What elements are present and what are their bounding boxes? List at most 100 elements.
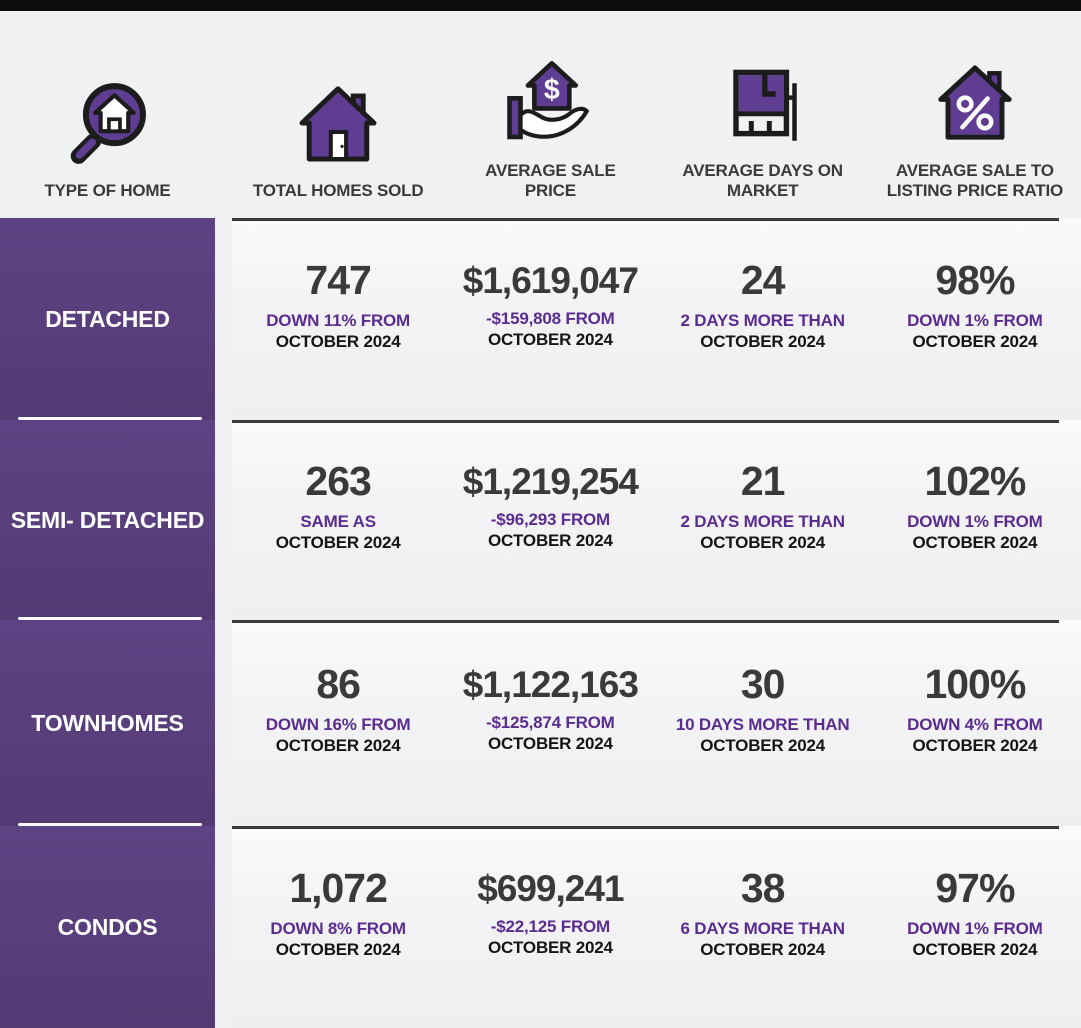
stat-value: 21 [740, 457, 786, 504]
row-header-condos: CONDOS [0, 826, 215, 1028]
stat-period: OCTOBER 2024 [275, 736, 401, 755]
row-label: DETACHED [45, 305, 170, 332]
stat-change: -$96,293 FROM [490, 509, 611, 529]
column-label: TYPE OF HOME [44, 181, 171, 201]
house-percent-icon [930, 56, 1020, 148]
stat-period: OCTOBER 2024 [912, 332, 1038, 351]
column-gap [215, 11, 232, 218]
column-gap [215, 218, 232, 420]
stat-change: 6 DAYS MORE THAN [680, 918, 845, 938]
row-label: CONDOS [57, 913, 158, 940]
stat-period: OCTOBER 2024 [275, 533, 401, 552]
stat-value: $1,219,254 [462, 460, 639, 502]
stat-period: OCTOBER 2024 [487, 531, 613, 550]
cell-days-on-market: 30 10 DAYS MORE THAN OCTOBER 2024 [657, 620, 869, 826]
stat-change: DOWN 11% FROM [266, 310, 411, 330]
stat-period: OCTOBER 2024 [912, 736, 1038, 755]
stat-change: SAME AS [300, 511, 376, 531]
stat-change: DOWN 8% FROM [270, 918, 406, 938]
stat-change: 2 DAYS MORE THAN [680, 511, 845, 531]
table-header: TYPE OF HOME TOTAL HOMES SOLD $ [0, 11, 1081, 218]
column-gap [215, 420, 232, 620]
stat-change: -$125,874 FROM [486, 712, 615, 732]
hand-house-dollar-icon: $ [500, 56, 600, 148]
cell-days-on-market: 21 2 DAYS MORE THAN OCTOBER 2024 [657, 420, 869, 620]
stat-value: 38 [740, 864, 786, 911]
stat-period: OCTOBER 2024 [700, 940, 826, 959]
cell-homes-sold: 1,072 DOWN 8% FROM OCTOBER 2024 [232, 826, 444, 1028]
cell-sale-to-listing-ratio: 97% DOWN 1% FROM OCTOBER 2024 [869, 826, 1081, 1028]
column-label: AVERAGE SALE PRICE [485, 160, 616, 201]
cell-sale-to-listing-ratio: 98% DOWN 1% FROM OCTOBER 2024 [869, 218, 1081, 420]
stat-value: 100% [924, 660, 1026, 707]
stat-period: OCTOBER 2024 [487, 734, 613, 753]
cell-days-on-market: 38 6 DAYS MORE THAN OCTOBER 2024 [657, 826, 869, 1028]
stat-value: 24 [740, 256, 786, 303]
column-label: TOTAL HOMES SOLD [252, 181, 424, 201]
stat-change: 10 DAYS MORE THAN [675, 714, 850, 734]
row-header-semi-detached: SEMI- DETACHED [0, 420, 215, 620]
stat-change: -$22,125 FROM [490, 916, 611, 936]
cell-average-sale-price: $1,122,163 -$125,874 FROM OCTOBER 2024 [444, 620, 656, 826]
stat-value: $1,122,163 [462, 663, 639, 705]
cell-sale-to-listing-ratio: 102% DOWN 1% FROM OCTOBER 2024 [869, 420, 1081, 620]
stat-period: OCTOBER 2024 [487, 330, 613, 349]
stat-change: DOWN 1% FROM [907, 310, 1043, 330]
house-icon [293, 76, 383, 168]
stat-value: $699,241 [477, 867, 624, 909]
stat-change: DOWN 4% FROM [907, 714, 1043, 734]
column-gap [215, 620, 232, 826]
stat-period: OCTOBER 2024 [912, 940, 1038, 959]
sidebar-divider [18, 416, 202, 420]
stat-value: 102% [924, 457, 1026, 504]
stat-change: DOWN 1% FROM [907, 918, 1043, 938]
stat-change: DOWN 16% FROM [265, 714, 411, 734]
sidebar-divider [18, 616, 202, 620]
row-header-detached: DETACHED [0, 218, 215, 420]
column-header-type-of-home: TYPE OF HOME [0, 11, 215, 218]
stat-value: 263 [305, 457, 371, 504]
stat-change: -$159,808 FROM [486, 308, 615, 328]
sidebar-divider [18, 822, 202, 826]
row-label: TOWNHOMES [31, 709, 184, 736]
column-header-average-days-on-market: AVERAGE DAYS ON MARKET [657, 11, 869, 218]
stat-period: OCTOBER 2024 [700, 533, 826, 552]
stat-value: 98% [935, 256, 1015, 303]
column-header-total-homes-sold: TOTAL HOMES SOLD [232, 11, 444, 218]
stat-period: OCTOBER 2024 [275, 332, 401, 351]
column-header-average-sale-price: $ AVERAGE SALE PRICE [444, 11, 656, 218]
svg-text:$: $ [544, 74, 560, 106]
column-gap [215, 826, 232, 1028]
stat-change: 2 DAYS MORE THAN [680, 310, 845, 330]
row-header-townhomes: TOWNHOMES [0, 620, 215, 826]
stat-value: 86 [316, 660, 361, 707]
cell-homes-sold: 86 DOWN 16% FROM OCTOBER 2024 [232, 620, 444, 826]
cell-sale-to-listing-ratio: 100% DOWN 4% FROM OCTOBER 2024 [869, 620, 1081, 826]
stat-period: OCTOBER 2024 [700, 736, 826, 755]
stat-value: $1,619,047 [462, 259, 639, 301]
table-row-condos: CONDOS 1,072 DOWN 8% FROM OCTOBER 2024 $… [0, 826, 1081, 1028]
stat-value: 97% [935, 864, 1015, 911]
stat-value: 1,072 [289, 864, 388, 911]
stat-change: DOWN 1% FROM [907, 511, 1043, 531]
stat-value: 747 [305, 256, 371, 303]
column-header-sale-to-listing-ratio: AVERAGE SALE TO LISTING PRICE RATIO [869, 11, 1081, 218]
stat-period: OCTOBER 2024 [912, 533, 1038, 552]
table-row-detached: DETACHED 747 DOWN 11% FROM OCTOBER 2024 … [0, 218, 1081, 420]
cell-average-sale-price: $699,241 -$22,125 FROM OCTOBER 2024 [444, 826, 656, 1028]
cell-days-on-market: 24 2 DAYS MORE THAN OCTOBER 2024 [657, 218, 869, 420]
magnifier-house-icon [62, 76, 154, 168]
cell-homes-sold: 263 SAME AS OCTOBER 2024 [232, 420, 444, 620]
column-label: AVERAGE SALE TO LISTING PRICE RATIO [886, 160, 1064, 201]
stat-value: 30 [740, 660, 786, 707]
floorplan-icon [718, 56, 808, 148]
top-border [0, 0, 1081, 11]
column-label: AVERAGE DAYS ON MARKET [682, 160, 843, 201]
table-row-townhomes: TOWNHOMES 86 DOWN 16% FROM OCTOBER 2024 … [0, 620, 1081, 826]
cell-homes-sold: 747 DOWN 11% FROM OCTOBER 2024 [232, 218, 444, 420]
stat-period: OCTOBER 2024 [700, 332, 826, 351]
stat-period: OCTOBER 2024 [487, 938, 613, 957]
stat-period: OCTOBER 2024 [275, 940, 401, 959]
cell-average-sale-price: $1,619,047 -$159,808 FROM OCTOBER 2024 [444, 218, 656, 420]
